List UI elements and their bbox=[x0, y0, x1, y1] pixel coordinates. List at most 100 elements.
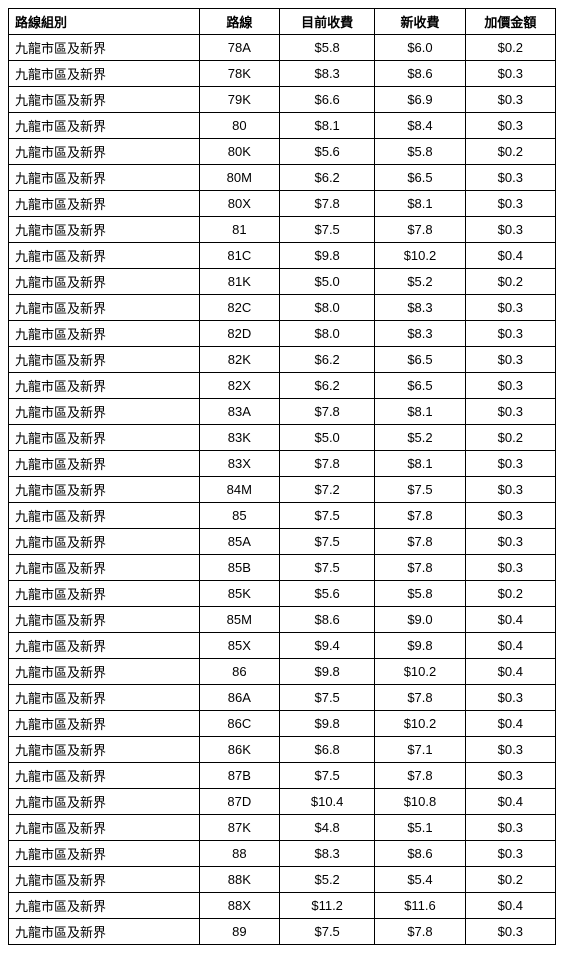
cell-new-fare: $5.1 bbox=[375, 815, 465, 841]
cell-current-fare: $8.3 bbox=[279, 841, 374, 867]
table-row: 九龍市區及新界80$8.1$8.4$0.3 bbox=[9, 113, 556, 139]
header-route: 路線 bbox=[199, 9, 279, 35]
cell-new-fare: $11.6 bbox=[375, 893, 465, 919]
cell-current-fare: $6.6 bbox=[279, 87, 374, 113]
table-row: 九龍市區及新界86A$7.5$7.8$0.3 bbox=[9, 685, 556, 711]
cell-group: 九龍市區及新界 bbox=[9, 815, 200, 841]
cell-current-fare: $7.5 bbox=[279, 555, 374, 581]
cell-new-fare: $6.5 bbox=[375, 347, 465, 373]
table-row: 九龍市區及新界79K$6.6$6.9$0.3 bbox=[9, 87, 556, 113]
cell-current-fare: $7.5 bbox=[279, 217, 374, 243]
cell-new-fare: $5.2 bbox=[375, 269, 465, 295]
cell-increase: $0.3 bbox=[465, 737, 555, 763]
cell-group: 九龍市區及新界 bbox=[9, 217, 200, 243]
cell-new-fare: $8.1 bbox=[375, 399, 465, 425]
cell-increase: $0.2 bbox=[465, 269, 555, 295]
cell-new-fare: $7.8 bbox=[375, 685, 465, 711]
cell-group: 九龍市區及新界 bbox=[9, 399, 200, 425]
cell-current-fare: $7.8 bbox=[279, 451, 374, 477]
cell-route: 82D bbox=[199, 321, 279, 347]
cell-current-fare: $8.3 bbox=[279, 61, 374, 87]
cell-new-fare: $10.2 bbox=[375, 711, 465, 737]
table-row: 九龍市區及新界85X$9.4$9.8$0.4 bbox=[9, 633, 556, 659]
table-row: 九龍市區及新界78K$8.3$8.6$0.3 bbox=[9, 61, 556, 87]
cell-current-fare: $7.5 bbox=[279, 763, 374, 789]
table-row: 九龍市區及新界87B$7.5$7.8$0.3 bbox=[9, 763, 556, 789]
cell-increase: $0.3 bbox=[465, 529, 555, 555]
cell-route: 80 bbox=[199, 113, 279, 139]
table-row: 九龍市區及新界89$7.5$7.8$0.3 bbox=[9, 919, 556, 945]
cell-route: 82K bbox=[199, 347, 279, 373]
cell-group: 九龍市區及新界 bbox=[9, 347, 200, 373]
cell-new-fare: $9.0 bbox=[375, 607, 465, 633]
cell-route: 80K bbox=[199, 139, 279, 165]
cell-group: 九龍市區及新界 bbox=[9, 763, 200, 789]
cell-current-fare: $7.5 bbox=[279, 503, 374, 529]
cell-increase: $0.3 bbox=[465, 763, 555, 789]
table-row: 九龍市區及新界80K$5.6$5.8$0.2 bbox=[9, 139, 556, 165]
cell-route: 79K bbox=[199, 87, 279, 113]
cell-new-fare: $5.2 bbox=[375, 425, 465, 451]
cell-current-fare: $4.8 bbox=[279, 815, 374, 841]
table-row: 九龍市區及新界86C$9.8$10.2$0.4 bbox=[9, 711, 556, 737]
cell-current-fare: $8.1 bbox=[279, 113, 374, 139]
cell-route: 83X bbox=[199, 451, 279, 477]
cell-group: 九龍市區及新界 bbox=[9, 139, 200, 165]
cell-new-fare: $7.8 bbox=[375, 555, 465, 581]
cell-group: 九龍市區及新界 bbox=[9, 893, 200, 919]
cell-route: 85B bbox=[199, 555, 279, 581]
cell-new-fare: $8.6 bbox=[375, 841, 465, 867]
cell-route: 87D bbox=[199, 789, 279, 815]
cell-group: 九龍市區及新界 bbox=[9, 87, 200, 113]
cell-group: 九龍市區及新界 bbox=[9, 685, 200, 711]
cell-increase: $0.2 bbox=[465, 35, 555, 61]
cell-new-fare: $6.5 bbox=[375, 373, 465, 399]
header-increase: 加價金額 bbox=[465, 9, 555, 35]
cell-group: 九龍市區及新界 bbox=[9, 113, 200, 139]
cell-current-fare: $7.5 bbox=[279, 685, 374, 711]
table-row: 九龍市區及新界83X$7.8$8.1$0.3 bbox=[9, 451, 556, 477]
cell-increase: $0.3 bbox=[465, 113, 555, 139]
cell-current-fare: $7.8 bbox=[279, 399, 374, 425]
cell-current-fare: $10.4 bbox=[279, 789, 374, 815]
cell-increase: $0.4 bbox=[465, 607, 555, 633]
cell-route: 82C bbox=[199, 295, 279, 321]
table-row: 九龍市區及新界81K$5.0$5.2$0.2 bbox=[9, 269, 556, 295]
cell-new-fare: $8.1 bbox=[375, 451, 465, 477]
table-row: 九龍市區及新界82D$8.0$8.3$0.3 bbox=[9, 321, 556, 347]
cell-increase: $0.3 bbox=[465, 477, 555, 503]
cell-new-fare: $7.8 bbox=[375, 919, 465, 945]
cell-new-fare: $7.8 bbox=[375, 503, 465, 529]
cell-new-fare: $6.5 bbox=[375, 165, 465, 191]
cell-route: 88K bbox=[199, 867, 279, 893]
cell-current-fare: $9.4 bbox=[279, 633, 374, 659]
cell-new-fare: $7.8 bbox=[375, 763, 465, 789]
cell-route: 81K bbox=[199, 269, 279, 295]
cell-current-fare: $5.0 bbox=[279, 269, 374, 295]
cell-increase: $0.3 bbox=[465, 919, 555, 945]
cell-route: 78K bbox=[199, 61, 279, 87]
cell-current-fare: $6.8 bbox=[279, 737, 374, 763]
cell-current-fare: $6.2 bbox=[279, 165, 374, 191]
cell-increase: $0.3 bbox=[465, 841, 555, 867]
table-row: 九龍市區及新界83A$7.8$8.1$0.3 bbox=[9, 399, 556, 425]
cell-current-fare: $7.5 bbox=[279, 919, 374, 945]
table-row: 九龍市區及新界88K$5.2$5.4$0.2 bbox=[9, 867, 556, 893]
cell-current-fare: $9.8 bbox=[279, 711, 374, 737]
cell-group: 九龍市區及新界 bbox=[9, 269, 200, 295]
header-new-fare: 新收費 bbox=[375, 9, 465, 35]
cell-new-fare: $9.8 bbox=[375, 633, 465, 659]
table-row: 九龍市區及新界81$7.5$7.8$0.3 bbox=[9, 217, 556, 243]
cell-increase: $0.2 bbox=[465, 139, 555, 165]
cell-group: 九龍市區及新界 bbox=[9, 711, 200, 737]
fare-table-body: 九龍市區及新界78A$5.8$6.0$0.2九龍市區及新界78K$8.3$8.6… bbox=[9, 35, 556, 945]
table-row: 九龍市區及新界85K$5.6$5.8$0.2 bbox=[9, 581, 556, 607]
cell-current-fare: $9.8 bbox=[279, 659, 374, 685]
cell-current-fare: $6.2 bbox=[279, 373, 374, 399]
cell-new-fare: $5.8 bbox=[375, 581, 465, 607]
cell-new-fare: $10.2 bbox=[375, 243, 465, 269]
cell-group: 九龍市區及新界 bbox=[9, 529, 200, 555]
table-row: 九龍市區及新界87D$10.4$10.8$0.4 bbox=[9, 789, 556, 815]
cell-new-fare: $6.9 bbox=[375, 87, 465, 113]
cell-new-fare: $7.1 bbox=[375, 737, 465, 763]
